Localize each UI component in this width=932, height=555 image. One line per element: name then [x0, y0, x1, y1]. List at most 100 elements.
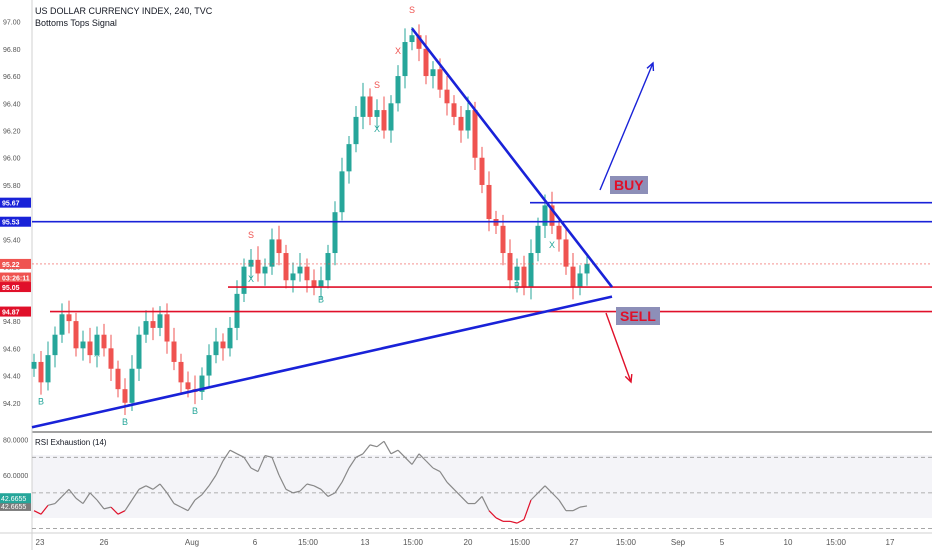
x-tick-label: 20 — [464, 538, 473, 547]
price-label-box — [0, 258, 31, 269]
signal-x: X — [374, 124, 380, 134]
x-tick-label: 6 — [253, 538, 258, 547]
rsi-line-segment — [376, 440, 385, 448]
buy-arrow-head — [646, 61, 655, 72]
candle-body — [458, 116, 464, 131]
rsi-line-segment — [75, 497, 84, 505]
signal-b: B — [318, 294, 324, 304]
rsi-value-box-alt — [0, 493, 31, 504]
candle-body — [164, 314, 170, 342]
candle-body — [416, 35, 422, 49]
price-label-box — [0, 306, 31, 317]
signal-s: S — [409, 5, 415, 15]
rsi-line-segment — [369, 444, 378, 448]
rsi-line-segment — [411, 453, 420, 465]
y-tick-label: 96.60 — [3, 74, 21, 81]
candle-body — [584, 263, 590, 274]
rsi-line-segment — [271, 457, 280, 476]
signal-b: B — [192, 406, 198, 416]
signal-x: X — [395, 46, 401, 56]
rsi-line-segment — [572, 506, 581, 512]
rsi-line-segment — [474, 496, 483, 504]
rsi-line-segment — [390, 449, 399, 455]
rsi-line-segment — [551, 492, 560, 501]
candle-body — [304, 266, 310, 281]
x-tick-label: 13 — [361, 538, 370, 547]
candle-body — [423, 48, 429, 77]
rsi-line-segment — [138, 485, 147, 490]
candle-body — [220, 341, 226, 349]
rsi-line-segment — [236, 453, 245, 458]
x-tick-label: 15:00 — [510, 538, 531, 547]
sell-arrow — [605, 312, 632, 383]
rsi-line-segment — [285, 488, 294, 494]
candle-body — [157, 314, 163, 328]
candle-body — [45, 355, 51, 383]
candle-body — [143, 321, 149, 335]
rsi-line-segment — [47, 502, 56, 506]
candle-body — [325, 253, 331, 281]
rsi-line-segment — [222, 449, 231, 462]
rsi-line-segment — [208, 474, 217, 487]
rsi-line-segment — [348, 457, 357, 469]
rsi-line-segment — [341, 467, 350, 483]
x-tick-label: Sep — [671, 538, 686, 547]
x-tick-label: 15:00 — [826, 538, 847, 547]
rsi-line-segment — [145, 485, 154, 490]
rsi-line-segment — [439, 471, 448, 483]
rsi-line-segment — [453, 488, 462, 497]
rsi-line-segment — [516, 519, 525, 524]
rsi-line-segment — [173, 503, 182, 508]
rsi-line-segment — [96, 499, 105, 510]
rsi-line-segment — [306, 483, 315, 487]
candle-body — [213, 341, 219, 356]
candle-body — [80, 341, 86, 349]
x-tick-label: 23 — [36, 538, 45, 547]
rsi-y-tick: 60.0000 — [3, 473, 28, 480]
rsi-line-segment — [523, 499, 532, 520]
rsi-y-tick: 80.0000 — [3, 438, 28, 445]
rsi-line-segment — [544, 485, 553, 494]
rsi-line-segment — [250, 467, 259, 473]
rsi-line-segment — [446, 481, 455, 490]
rsi-line-segment — [89, 492, 98, 501]
candle-body — [360, 96, 366, 117]
candle-body — [115, 368, 121, 390]
price-label-box — [0, 282, 31, 293]
rsi-line-segment — [432, 467, 441, 473]
candle-body — [402, 42, 408, 77]
rsi-line-segment — [278, 474, 287, 490]
candle-body — [108, 348, 114, 369]
candle-body — [479, 157, 485, 185]
rsi-line-segment — [495, 517, 504, 522]
rsi-line-segment — [131, 489, 140, 501]
rsi-line-segment — [509, 520, 518, 524]
candle-body — [227, 327, 233, 349]
signal-x: X — [94, 349, 100, 359]
candle-body — [73, 321, 79, 349]
candle-body — [395, 76, 401, 104]
rsi-line-segment — [68, 488, 77, 499]
main-plot-area — [32, 0, 932, 432]
sell-arrow-head — [624, 373, 633, 384]
candle-body — [535, 225, 541, 254]
y-tick-label: 94.80 — [3, 319, 21, 326]
signal-s: S — [248, 230, 254, 240]
rising-trendline — [31, 295, 613, 429]
candle-body — [38, 361, 44, 383]
rsi-line-segment — [61, 488, 70, 497]
x-tick-label: 10 — [784, 538, 793, 547]
rsi-line-segment — [166, 492, 175, 504]
rsi-line-segment — [313, 485, 322, 490]
x-tick-label: 27 — [570, 538, 579, 547]
candle-body — [549, 205, 555, 226]
candle-body — [297, 266, 303, 274]
candle-body — [276, 239, 282, 254]
rsi-value-label: 42.6655 — [1, 504, 26, 511]
candle-body — [507, 253, 513, 281]
candle-body — [269, 239, 275, 267]
candle-body — [66, 314, 72, 322]
rsi-line-segment — [404, 456, 413, 465]
price-label-box — [0, 197, 31, 208]
candle-body — [500, 225, 506, 254]
